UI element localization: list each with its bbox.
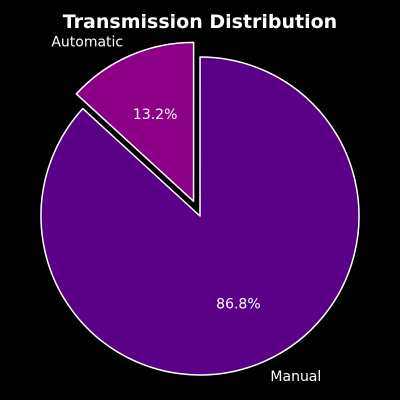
slice-label-automatic: Automatic bbox=[51, 34, 123, 50]
slice-percent-manual: 86.8% bbox=[216, 296, 260, 312]
pie-slice-manual bbox=[40, 56, 360, 376]
pie-slices bbox=[40, 41, 360, 376]
slice-percent-automatic: 13.2% bbox=[133, 107, 177, 123]
pie-slice-automatic bbox=[75, 41, 195, 203]
slice-label-manual: Manual bbox=[270, 369, 321, 385]
pie-labels: Manual 86.8% Automatic 13.2% bbox=[51, 34, 321, 385]
chart-title: Transmission Distribution bbox=[63, 11, 337, 33]
